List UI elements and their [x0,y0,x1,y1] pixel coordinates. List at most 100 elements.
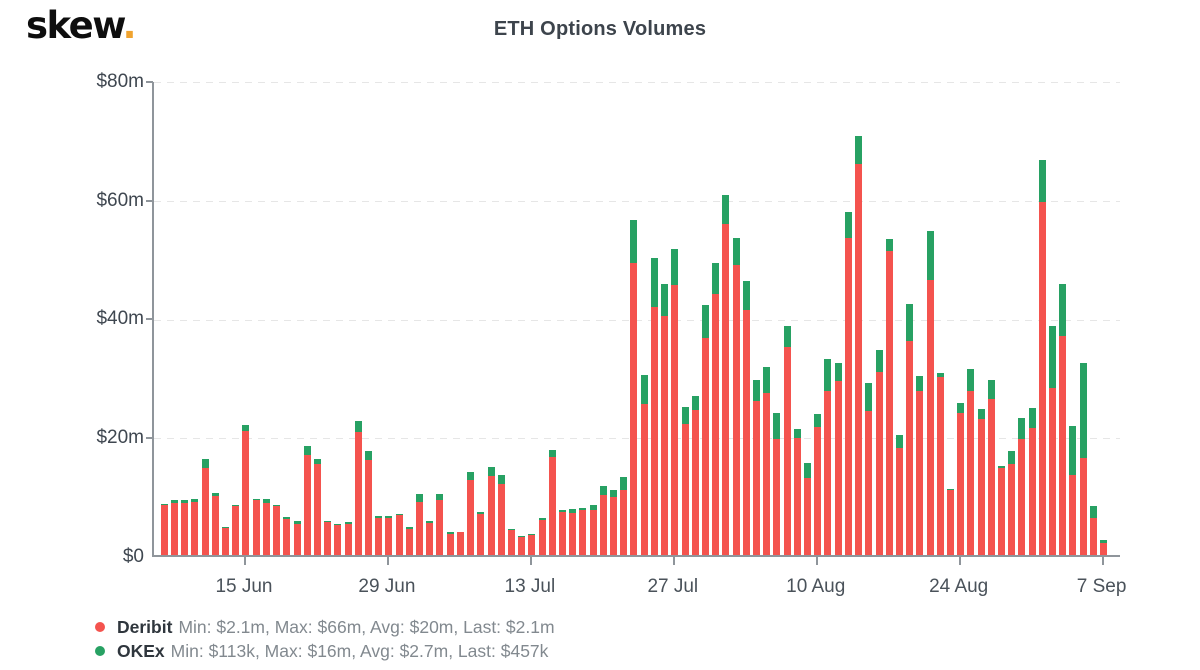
bar-6-sep[interactable] [1089,506,1097,555]
bar-3-sep[interactable] [1059,283,1067,555]
bar-12-jun[interactable] [211,492,219,555]
bar-5-sep[interactable] [1079,363,1087,555]
bar-15-jul[interactable] [548,449,556,555]
bar-19-aug[interactable] [906,304,914,555]
bar-4-jul[interactable] [436,493,444,555]
bar-13-jun[interactable] [222,527,230,555]
bar-21-jun[interactable] [303,445,311,555]
bar-30-jun[interactable] [395,513,403,555]
bar-8-jul[interactable] [477,511,485,555]
bar-12-aug[interactable] [834,363,842,555]
bar-10-jun[interactable] [191,499,199,555]
bar-18-jun[interactable] [273,504,281,555]
bar-11-jun[interactable] [201,459,209,555]
bar-9-aug[interactable] [804,462,812,555]
bar-20-jun[interactable] [293,521,301,555]
bar-30-jul[interactable] [701,305,709,555]
legend-item-deribit[interactable]: Deribit Min: $2.1m, Max: $66m, Avg: $20m… [95,615,555,639]
bar-13-aug[interactable] [844,212,852,555]
bar-26-jul[interactable] [661,283,669,555]
bar-19-jul[interactable] [589,505,597,555]
bar-28-aug[interactable] [998,465,1006,555]
bar-9-jul[interactable] [487,467,495,555]
bar-3-aug[interactable] [742,280,750,555]
bar-24-jun[interactable] [334,523,342,555]
deribit-segment [967,391,975,555]
bar-8-jun[interactable] [171,499,178,555]
okex-segment [926,230,934,281]
bar-15-aug[interactable] [865,382,873,555]
bar-23-aug[interactable] [946,489,954,555]
bar-29-jun[interactable] [385,516,393,555]
bar-27-jul[interactable] [671,249,679,555]
bar-14-jul[interactable] [538,517,546,555]
bar-11-aug[interactable] [824,359,832,555]
bar-14-aug[interactable] [855,135,863,555]
bar-24-jul[interactable] [640,374,648,555]
bar-24-aug[interactable] [957,403,965,555]
bar-31-aug[interactable] [1028,408,1036,555]
bar-28-jul[interactable] [681,406,689,555]
bar-27-aug[interactable] [987,379,995,555]
bar-15-jun[interactable] [242,424,250,555]
bar-7-jun[interactable] [160,503,168,555]
bar-14-jun[interactable] [232,504,240,555]
bar-25-jul[interactable] [650,257,658,555]
bar-26-aug[interactable] [977,408,985,555]
bar-1-jul[interactable] [405,527,413,555]
bar-28-jun[interactable] [375,515,383,555]
bar-26-jun[interactable] [354,421,362,555]
skew-logo[interactable]: skew. [26,4,137,47]
bar-29-jul[interactable] [691,395,699,555]
bar-16-jun[interactable] [252,498,260,555]
bar-1-sep[interactable] [1038,159,1046,555]
bar-17-jun[interactable] [262,499,270,555]
bar-17-jul[interactable] [569,509,577,555]
bar-7-jul[interactable] [467,471,475,555]
bar-9-jun[interactable] [181,500,189,555]
bar-10-aug[interactable] [814,413,822,555]
bar-16-aug[interactable] [875,349,883,555]
bar-4-aug[interactable] [752,379,760,555]
bar-22-aug[interactable] [936,372,944,555]
bar-4-sep[interactable] [1069,426,1077,555]
okex-segment [977,408,985,420]
bar-25-aug[interactable] [967,369,975,555]
bar-3-jul[interactable] [426,521,434,555]
bar-22-jul[interactable] [620,476,628,555]
bar-21-jul[interactable] [610,490,618,555]
bar-27-jun[interactable] [365,451,372,555]
bar-22-jun[interactable] [313,458,321,555]
bar-2-sep[interactable] [1049,326,1057,555]
bar-2-jul[interactable] [416,493,424,555]
bar-21-aug[interactable] [926,230,934,555]
bar-20-jul[interactable] [599,485,607,555]
bar-13-jul[interactable] [528,534,536,555]
bar-19-jun[interactable] [283,517,291,555]
bar-16-jul[interactable] [558,510,566,555]
bar-18-jul[interactable] [579,508,587,555]
bar-17-aug[interactable] [885,239,893,555]
bar-23-jul[interactable] [630,219,638,555]
bar-25-jun[interactable] [344,521,352,555]
legend-item-okex[interactable]: OKEx Min: $113k, Max: $16m, Avg: $2.7m, … [95,639,555,663]
bar-29-aug[interactable] [1008,451,1016,555]
bar-11-jul[interactable] [507,528,515,555]
bar-23-jun[interactable] [324,520,332,555]
bar-8-aug[interactable] [793,429,801,555]
bar-7-aug[interactable] [783,326,791,555]
bar-6-jul[interactable] [456,531,464,555]
bar-7-sep[interactable] [1100,539,1108,555]
bar-18-aug[interactable] [895,435,903,555]
bar-6-aug[interactable] [773,412,781,555]
bar-31-jul[interactable] [712,262,720,555]
bar-5-aug[interactable] [763,367,771,555]
bar-5-jul[interactable] [446,532,454,555]
bar-12-jul[interactable] [518,535,526,555]
bar-1-aug[interactable] [722,194,730,555]
okex-segment [946,489,954,490]
bar-10-jul[interactable] [497,475,505,555]
bar-30-aug[interactable] [1018,417,1026,555]
bar-20-aug[interactable] [916,376,924,555]
bar-2-aug[interactable] [732,237,740,555]
